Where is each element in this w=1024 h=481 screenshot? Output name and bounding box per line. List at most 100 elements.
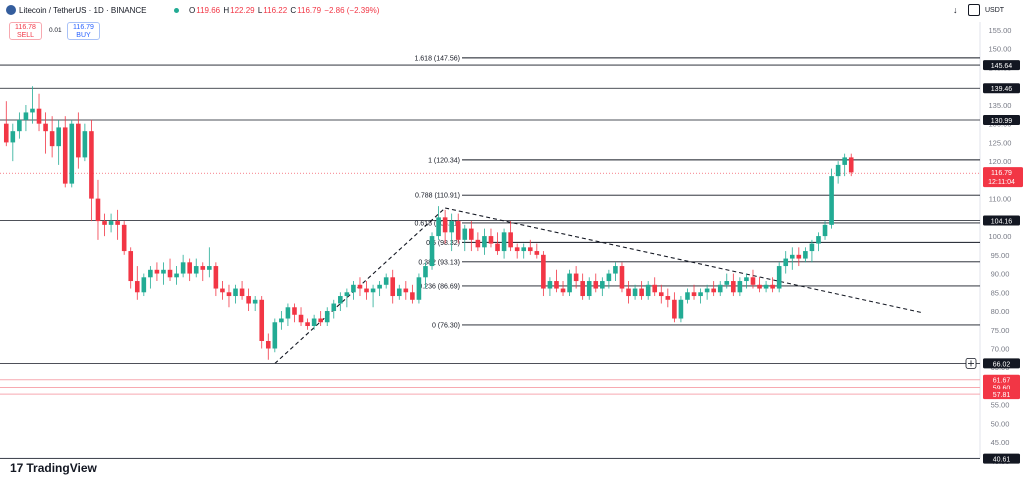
candle-body (796, 254, 802, 259)
candle-body (167, 269, 173, 278)
market-status-dot-icon (174, 8, 179, 13)
candle-body (311, 318, 317, 327)
candle-body (580, 281, 585, 297)
fib-level-label: 1.618 (147.56) (414, 55, 460, 62)
y-tick-label: 135.00 (989, 101, 1012, 110)
low-value: 116.22 (263, 6, 288, 15)
candle-body (324, 311, 330, 323)
candle-body (423, 266, 428, 278)
y-tick-label: 110.00 (989, 195, 1011, 204)
level-tag (983, 374, 1020, 385)
candle-body (403, 288, 409, 293)
candle-body (698, 292, 703, 297)
level-tag-label: 57.81 (993, 392, 1011, 399)
level-tag-label: 59.60 (993, 385, 1011, 392)
high-label: H (223, 6, 230, 15)
candle-body (521, 247, 527, 252)
candle-body (318, 318, 323, 323)
currency-label[interactable]: USDT (985, 7, 1005, 14)
tradingview-logo-icon: 17 (10, 461, 24, 475)
candle-body (560, 288, 566, 293)
candle-body (691, 292, 697, 297)
change-value: −2.86 (−2.39%) (324, 6, 380, 15)
candle-body (370, 288, 376, 293)
level-tag (983, 60, 1020, 71)
candle-body (285, 307, 291, 319)
dashed-trend-line (445, 207, 924, 314)
candle-body (344, 292, 350, 297)
open-value: 119.66 (196, 6, 221, 15)
candle-body (848, 157, 854, 173)
fib-level-label: 0.382 (93.13) (418, 259, 460, 266)
candle-body (632, 288, 638, 297)
candle-body (338, 296, 343, 304)
open-label: O (189, 6, 196, 15)
fib-level-label: 0.5 (98.32) (426, 240, 460, 247)
level-tag (983, 215, 1020, 226)
level-tag (983, 114, 1020, 125)
arrow-down-icon[interactable]: ↓ (953, 5, 958, 15)
sell-label: SELL (16, 32, 35, 39)
level-tag (983, 358, 1020, 369)
candle-body (704, 288, 710, 293)
level-tag-label: 40.61 (993, 457, 1011, 464)
candle-body (305, 322, 310, 327)
y-tick-label: 90.00 (991, 270, 1010, 279)
candle-body (547, 281, 553, 289)
candle-body (436, 217, 441, 237)
candle-body (567, 273, 572, 293)
candle-body (495, 243, 500, 252)
candle-body (259, 299, 265, 342)
candle-body (822, 224, 828, 237)
current-price-tag (983, 167, 1023, 188)
candle-body (593, 281, 599, 289)
candle-body (220, 288, 225, 293)
fib-level-label: 1 (120.34) (428, 157, 460, 164)
candle-body (10, 131, 16, 143)
candle-body (298, 314, 304, 323)
candle-body (23, 112, 29, 120)
candle-body (717, 284, 723, 293)
y-tick-label: 120.00 (989, 157, 1012, 166)
candle-body (233, 288, 238, 297)
countdown-label: 12:11:04 (988, 179, 1015, 186)
low-label: L (257, 6, 263, 15)
candle-body (43, 123, 48, 132)
close-value: 116.79 (297, 6, 322, 15)
candle-body (396, 288, 402, 297)
chart-header: Litecoin / TetherUS · 1D · BINANCE O119.… (0, 0, 1024, 22)
candle-body (121, 224, 127, 252)
tradingview-brand[interactable]: 17 TradingView (10, 461, 97, 475)
candle-body (816, 236, 821, 244)
candle-body (410, 292, 415, 300)
fib-level-label: 0.788 (110.91) (415, 193, 460, 200)
litecoin-logo-icon (6, 5, 16, 15)
buy-button[interactable]: 116.79 BUY (67, 22, 100, 40)
candle-body (36, 108, 42, 124)
brand-name: TradingView (26, 461, 97, 475)
sell-button[interactable]: 116.78 SELL (9, 22, 42, 40)
candle-body (292, 307, 297, 315)
candle-body (685, 292, 690, 300)
candle-body (383, 277, 389, 285)
candle-body (108, 221, 114, 225)
candle-body (82, 131, 88, 158)
candle-body (678, 299, 684, 319)
candle-body (757, 284, 762, 289)
candle-body (161, 269, 166, 274)
candle-body (639, 288, 644, 297)
candle-body (442, 217, 448, 233)
candle-body (252, 299, 258, 304)
ohlc-readout: O119.66 H122.29 L116.22 C116.79 −2.86 (−… (189, 6, 380, 15)
level-tag-label: 104.16 (991, 218, 1013, 225)
fib-level-label: 0.236 (86.69) (418, 283, 460, 290)
close-label: C (290, 6, 297, 15)
symbol-title[interactable]: Litecoin / TetherUS · 1D · BINANCE (19, 6, 147, 15)
candle-body (357, 284, 363, 289)
candle-body (829, 176, 834, 225)
candle-body (514, 247, 520, 252)
screenshot-button[interactable] (968, 4, 980, 16)
candle-body (462, 228, 468, 240)
candle-body (62, 127, 68, 184)
